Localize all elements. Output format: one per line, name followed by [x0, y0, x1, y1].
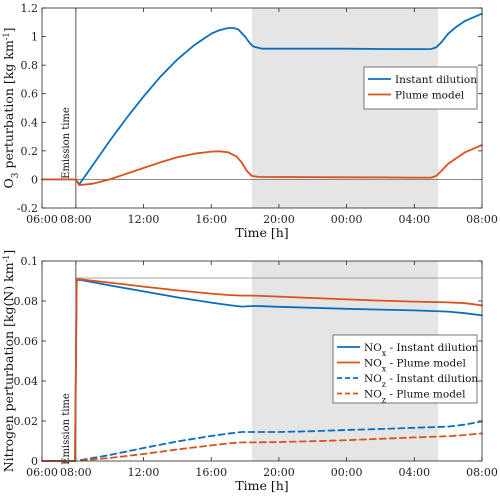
series-line-0: [41, 279, 483, 462]
x-tick-label: 00:00: [331, 213, 363, 226]
y-axis-label-rest: perturbation [kg km: [1, 40, 16, 172]
y-axis-label: Nitrogen perturbation [kg(N) km-1]: [1, 250, 16, 473]
x-tick-label: 16:00: [195, 213, 227, 226]
o3-series: [41, 12, 483, 186]
x-tick-label: 04:00: [398, 213, 430, 226]
legend-label-sub: x: [382, 349, 387, 358]
x-axis-label: Time [h]: [235, 225, 288, 240]
y-tick-label: 0.02: [14, 415, 39, 428]
y-tick-label: 0.2: [21, 145, 39, 158]
y-axis-label-sup: -1: [2, 32, 11, 40]
x-tick-label: 12:00: [128, 466, 160, 479]
legend-label-sub: z: [382, 380, 386, 389]
y-axis-label-end: ]: [1, 250, 16, 255]
y-axis-label-end: ]: [1, 28, 16, 33]
y-tick-label: 0.4: [21, 116, 39, 129]
plot-frame: [41, 7, 483, 209]
x-tick-label: 16:00: [195, 466, 227, 479]
y-tick-label: -0.2: [17, 202, 38, 215]
x-tick-label: 00:00: [331, 466, 363, 479]
series-line-1: [41, 144, 483, 186]
y-axis-label-sup: -1: [2, 255, 11, 263]
legend-label-rest: - Instant dilution: [386, 373, 478, 385]
y-axis-label-sub: 3: [11, 172, 21, 178]
x-axis-label: Time [h]: [235, 478, 288, 493]
y-tick-label: 0.6: [21, 88, 39, 101]
series-line-0: [41, 12, 483, 186]
x-tick-label: 08:00: [466, 213, 498, 226]
legend-label-nox-instant-dilution: NOx - Instant dilution: [364, 342, 479, 358]
y-axis-label: O3 perturbation [kg km-1]: [1, 28, 21, 189]
x-tick-label: 08:00: [60, 466, 92, 479]
legend-label-rest: - Plume model: [386, 358, 466, 370]
x-tick-label: 12:00: [128, 213, 160, 226]
y-tick-label: 1: [31, 31, 38, 44]
y-tick-label: 0: [31, 173, 38, 186]
legend-label-main: NO: [364, 389, 382, 401]
series-line-1: [41, 278, 483, 462]
legend-label-rest: - Plume model: [386, 389, 466, 401]
y-tick-label: 0.8: [21, 59, 39, 72]
legend-box: [363, 66, 478, 110]
y-axis-label-main: O: [1, 178, 16, 188]
o3-legend: Instant dilution Plume model: [363, 66, 478, 110]
o3-axes: 06:00 08:00 12:00 16:00 20:00 00:00 04:00 08:00…: [17, 2, 498, 226]
plot-frame: [41, 260, 483, 462]
legend-label-sub: z: [382, 395, 386, 404]
nitrogen-panel: 06:00 08:00 12:00 16:00 20:00 00:00 04:00 08:00…: [1, 250, 498, 493]
legend-label-noz-plume-model: NOz - Plume model: [364, 389, 466, 405]
x-tick-label: 08:00: [466, 466, 498, 479]
legend-label-rest: - Instant dilution: [386, 342, 478, 354]
emission-time-label: Emission time: [61, 107, 72, 179]
legend-label-plume-model: Plume model: [395, 90, 465, 102]
legend-label-nox-plume-model: NOx - Plume model: [364, 358, 466, 374]
x-tick-label: 04:00: [398, 466, 430, 479]
legend-label-instant-dilution: Instant dilution: [395, 74, 477, 86]
y-tick-label: 0.1: [21, 255, 39, 268]
legend-label-main: NO: [364, 342, 382, 354]
x-tick-label: 20:00: [263, 466, 295, 479]
y-tick-label: 0: [31, 455, 38, 468]
legend-label-noz-instant-dilution: NOz - Instant dilution: [364, 373, 478, 389]
y-axis-label-rest: Nitrogen perturbation [kg(N) km: [1, 262, 16, 472]
x-tick-label: 20:00: [263, 213, 295, 226]
x-tick-label: 08:00: [60, 213, 92, 226]
series-line-3: [80, 432, 483, 462]
nitrogen-legend: NOx - Instant dilution NOx - Plume model…: [332, 334, 479, 405]
y-tick-label: 0.08: [14, 295, 39, 308]
x-tick-label: 06:00: [26, 466, 58, 479]
series-line-2: [80, 420, 483, 461]
legend-label-main: NO: [364, 373, 382, 385]
nitrogen-axes: 06:00 08:00 12:00 16:00 20:00 00:00 04:00 08:00…: [14, 255, 498, 479]
y-tick-label: 0.04: [14, 375, 39, 388]
nitrogen-series: [41, 278, 483, 462]
emission-time-label: Emission time: [61, 393, 72, 465]
y-tick-label: 0.06: [14, 335, 39, 348]
legend-label-sub: x: [382, 364, 387, 373]
y-tick-label: 1.2: [21, 2, 39, 15]
legend-label-main: NO: [364, 358, 382, 370]
x-tick-label: 06:00: [26, 213, 58, 226]
o3-panel: 06:00 08:00 12:00 16:00 20:00 00:00 04:00 08:00…: [1, 2, 498, 240]
